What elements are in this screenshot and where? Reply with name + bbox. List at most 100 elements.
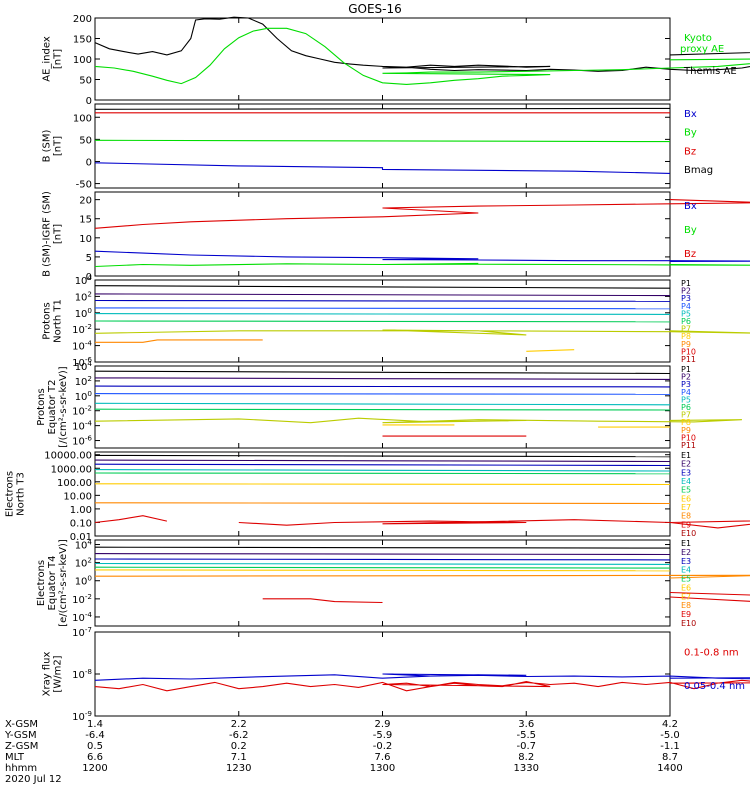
legend-item: By [684,128,697,139]
y-tick-label: 150 [73,35,92,46]
y-tick-label: 100 [75,306,93,320]
legend-e6: E6 [681,494,691,503]
ephemeris-value: 2.2 [231,719,247,730]
series-p2 [94,377,671,380]
y-tick-label: 50 [79,76,92,87]
legend-e2: E2 [681,460,691,469]
ephemeris-value: 0.5 [87,741,103,752]
series-bx [94,162,671,174]
series-e9 [94,515,168,524]
legend-p11: P11 [681,355,696,364]
y-tick-label: 100 [73,113,92,124]
y-tick-label: 10.00 [63,491,92,502]
y-tick-label: 200 [73,14,92,25]
legend-p7: P7 [681,325,691,334]
series-p2 [94,293,671,297]
series-e4 [94,562,671,565]
ephemeris-value: -0.2 [373,741,393,752]
series-p3 [94,299,671,302]
series-e6 [94,569,671,572]
panel-bd: 0 5 10 15 20 B (SM)-IGRF (SM)[nT] Bx By Bz [42,191,750,283]
ephemeris-value: 7.6 [375,752,391,763]
series-e2 [94,459,671,463]
panel-frame [94,539,671,627]
legend-e6: E6 [681,583,691,592]
ephemeris-value: 1200 [82,763,107,774]
series-p5 [94,402,671,406]
legend-p2: P2 [681,373,691,382]
panel-e1: 10000.00 1000.00 100.00 10.00 1.00 0.10 0.01 El… [5,451,750,543]
legend-e1: E1 [681,451,691,460]
legend-e8: E8 [681,601,691,610]
legend-p10: P10 [681,347,696,356]
legend-p6: P6 [681,403,691,412]
y-tick-label: 10-7 [72,625,92,639]
series-by [94,139,671,143]
legend-p9: P9 [681,426,691,435]
y-tick-label: 0 [86,157,92,168]
legend-item: Bz [684,249,696,260]
y-tick-label: 100 [75,389,93,403]
legend-e5: E5 [681,486,691,495]
legend-e5: E5 [681,575,691,584]
legend-item: Bx [684,109,697,120]
panel-frame [94,103,671,189]
legend-e10: E10 [681,529,696,538]
legend-item: Bx [684,201,697,212]
y-tick-label: 10-4 [72,339,92,353]
y-tick-label: 10-6 [72,434,92,448]
legend-e7: E7 [681,503,691,512]
ephemeris-value: 1230 [226,763,251,774]
ephemeris-value: -6.4 [85,730,105,741]
y-tick-label: 0 [86,272,92,283]
y-axis-label: ElectronsEquator T4[e/(cm²-s-sr-keV)] [36,539,69,627]
legend-p2: P2 [681,287,691,296]
series-e7 [94,502,671,505]
legend-item: By [684,225,697,236]
legend-item: 0.1-0.8 nm [684,648,739,659]
legend-p6: P6 [681,317,691,326]
series-p1 [94,285,671,289]
legend-item: Bz [684,146,696,157]
y-tick-label: 15 [79,215,92,226]
y-axis-label: B (SM)-IGRF (SM)[nT] [42,191,64,277]
ephemeris-row-label: MLT [5,752,25,763]
legend-e8: E8 [681,512,691,521]
y-tick-label: 10-4 [72,610,92,624]
series-e5 [94,566,671,569]
panel-b: -50 0 50 100 B (SM)[nT] Bx By Bz Bmag [42,103,713,191]
ephemeris-value: -1.1 [660,741,680,752]
ephemeris-value: 3.6 [518,719,534,730]
ephemeris-value: -5.5 [516,730,536,741]
legend-e7: E7 [681,592,691,601]
y-tick-label: 10 [79,234,92,245]
series-e9b [669,591,750,596]
y-tick-label: 10-8 [72,667,92,681]
legend-p4: P4 [681,388,691,397]
series-p8 [526,349,575,352]
y-tick-label: 10-2 [72,322,92,336]
series-bmag [94,107,671,110]
ephemeris-value: 0.2 [231,741,247,752]
legend-item: Bmag [684,165,713,176]
ephemeris-value: 1300 [370,763,395,774]
series-e9 [262,598,383,604]
series-e6 [94,483,671,486]
y-tick-label: 0 [86,96,92,107]
legend-item: Kyoto proxy AE [680,33,724,55]
ephemeris-value: 4.2 [662,719,678,730]
legend-p7: P7 [681,411,691,420]
legend-e3: E3 [681,557,691,566]
ephemeris-value: -6.2 [229,730,249,741]
legend-p3: P3 [681,294,691,303]
series-bz [94,199,750,229]
series-e3 [94,463,671,467]
y-tick-label: 100 [75,574,93,588]
y-axis-label: ProtonsEquator T2[/(cm²-s-sr-keV)] [36,366,69,447]
legend-e10: E10 [681,619,696,628]
legend-p9: P9 [681,340,691,349]
panel-xray: 10-7 10-8 10-9 Xray flux[W/m2] 0.1-0.8 nm 0.0… [42,625,750,723]
legend-p3: P3 [681,380,691,389]
y-tick-label: 5 [86,253,92,264]
